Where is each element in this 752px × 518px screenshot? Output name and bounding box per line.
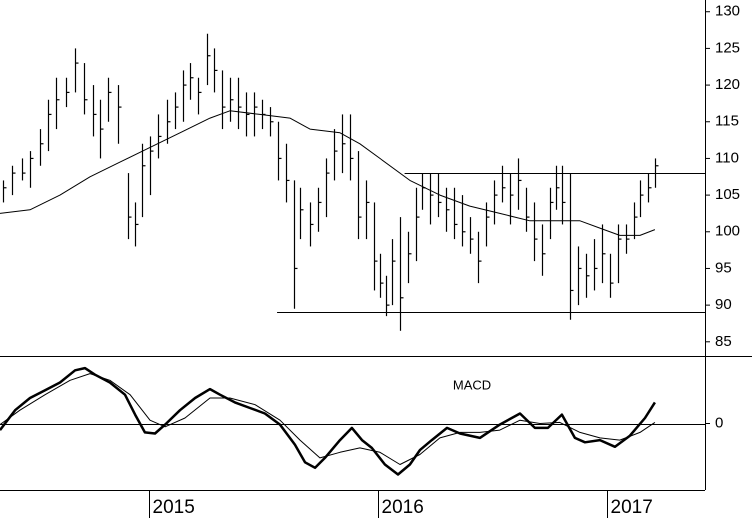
y-tick-label: 105 [715,186,740,203]
y-tick-label: 95 [715,259,732,276]
y-tick-label: 0 [715,414,723,431]
y-tick-label: 90 [715,296,732,313]
x-tick-label: 2017 [611,497,653,518]
macd-label: MACD [453,377,491,392]
macd-line [0,366,656,476]
y-tick-label: 100 [715,223,740,240]
x-tick-label: 2015 [153,497,195,518]
y-tick-label: 110 [715,149,739,166]
y-tick-label: 85 [715,333,732,350]
y-tick-label: 120 [715,76,740,93]
y-tick-label: 130 [715,3,740,20]
x-tick-label: 2016 [382,497,424,518]
macd-line [0,373,656,465]
y-tick-label: 125 [715,39,740,56]
y-tick-label: 115 [715,113,739,130]
moving-average [0,110,656,236]
